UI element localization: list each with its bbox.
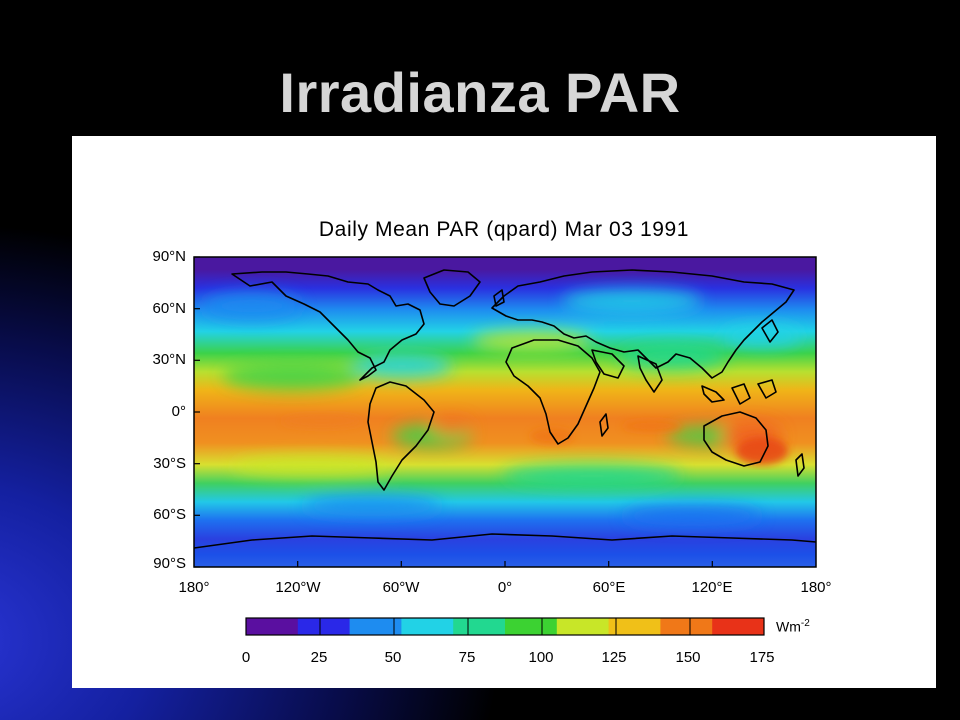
colorbar-tick-label: 100 xyxy=(528,649,554,666)
lat-tick-label: 90°N xyxy=(152,248,186,265)
par-field xyxy=(194,257,816,567)
colorbar-swatch xyxy=(712,618,765,635)
map-title: Daily Mean PAR (qpard) Mar 03 1991 xyxy=(318,218,690,241)
colorbar-frame xyxy=(245,617,765,636)
colorbar-swatch xyxy=(349,618,402,635)
lon-tick-label: 60°E xyxy=(592,579,626,596)
map-ticks xyxy=(194,256,713,568)
colorbar-unit: Wm-2 xyxy=(776,618,810,635)
colorbar-tick-label: 75 xyxy=(458,649,476,666)
colorbar-tick-label: 0 xyxy=(241,649,251,666)
colorbar-swatch xyxy=(608,618,661,635)
colorbar-tick-label: 150 xyxy=(675,649,701,666)
colorbar-swatch xyxy=(453,618,506,635)
lon-tick-label: 60°W xyxy=(382,579,420,596)
lat-tick-label: 60°S xyxy=(153,506,186,523)
colorbar-swatch xyxy=(505,618,558,635)
colorbar-swatch xyxy=(556,618,610,635)
lon-tick-label: 180° xyxy=(800,579,832,596)
colorbar-tick-label: 50 xyxy=(384,649,402,666)
colorbar-swatch xyxy=(660,618,713,635)
lon-tick-label: 0° xyxy=(497,579,513,596)
coastlines xyxy=(194,269,816,549)
lat-tick-label: 0° xyxy=(171,403,186,420)
lat-tick-label: 60°N xyxy=(152,300,186,317)
slide-title: Irradianza PAR xyxy=(279,61,681,124)
lat-tick-label: 90°S xyxy=(153,555,186,572)
lon-tick-label: 180° xyxy=(178,579,210,596)
colorbar-swatch xyxy=(246,618,299,635)
lon-tick-label: 120°W xyxy=(275,579,321,596)
colorbar-tick-label: 175 xyxy=(749,649,775,666)
lon-tick-label: 120°E xyxy=(691,579,733,596)
colorbar-tick-label: 25 xyxy=(310,649,328,666)
colorbar-swatch xyxy=(401,618,454,635)
colorbar xyxy=(245,617,765,636)
figure-panel: Daily Mean PAR (qpard) Mar 03 1991 xyxy=(72,136,936,688)
lat-tick-label: 30°N xyxy=(152,351,186,368)
colorbar-tick-label: 125 xyxy=(601,649,627,666)
colorbar-swatch xyxy=(297,618,351,635)
lat-tick-label: 30°S xyxy=(153,455,186,472)
map-figure xyxy=(193,256,817,636)
